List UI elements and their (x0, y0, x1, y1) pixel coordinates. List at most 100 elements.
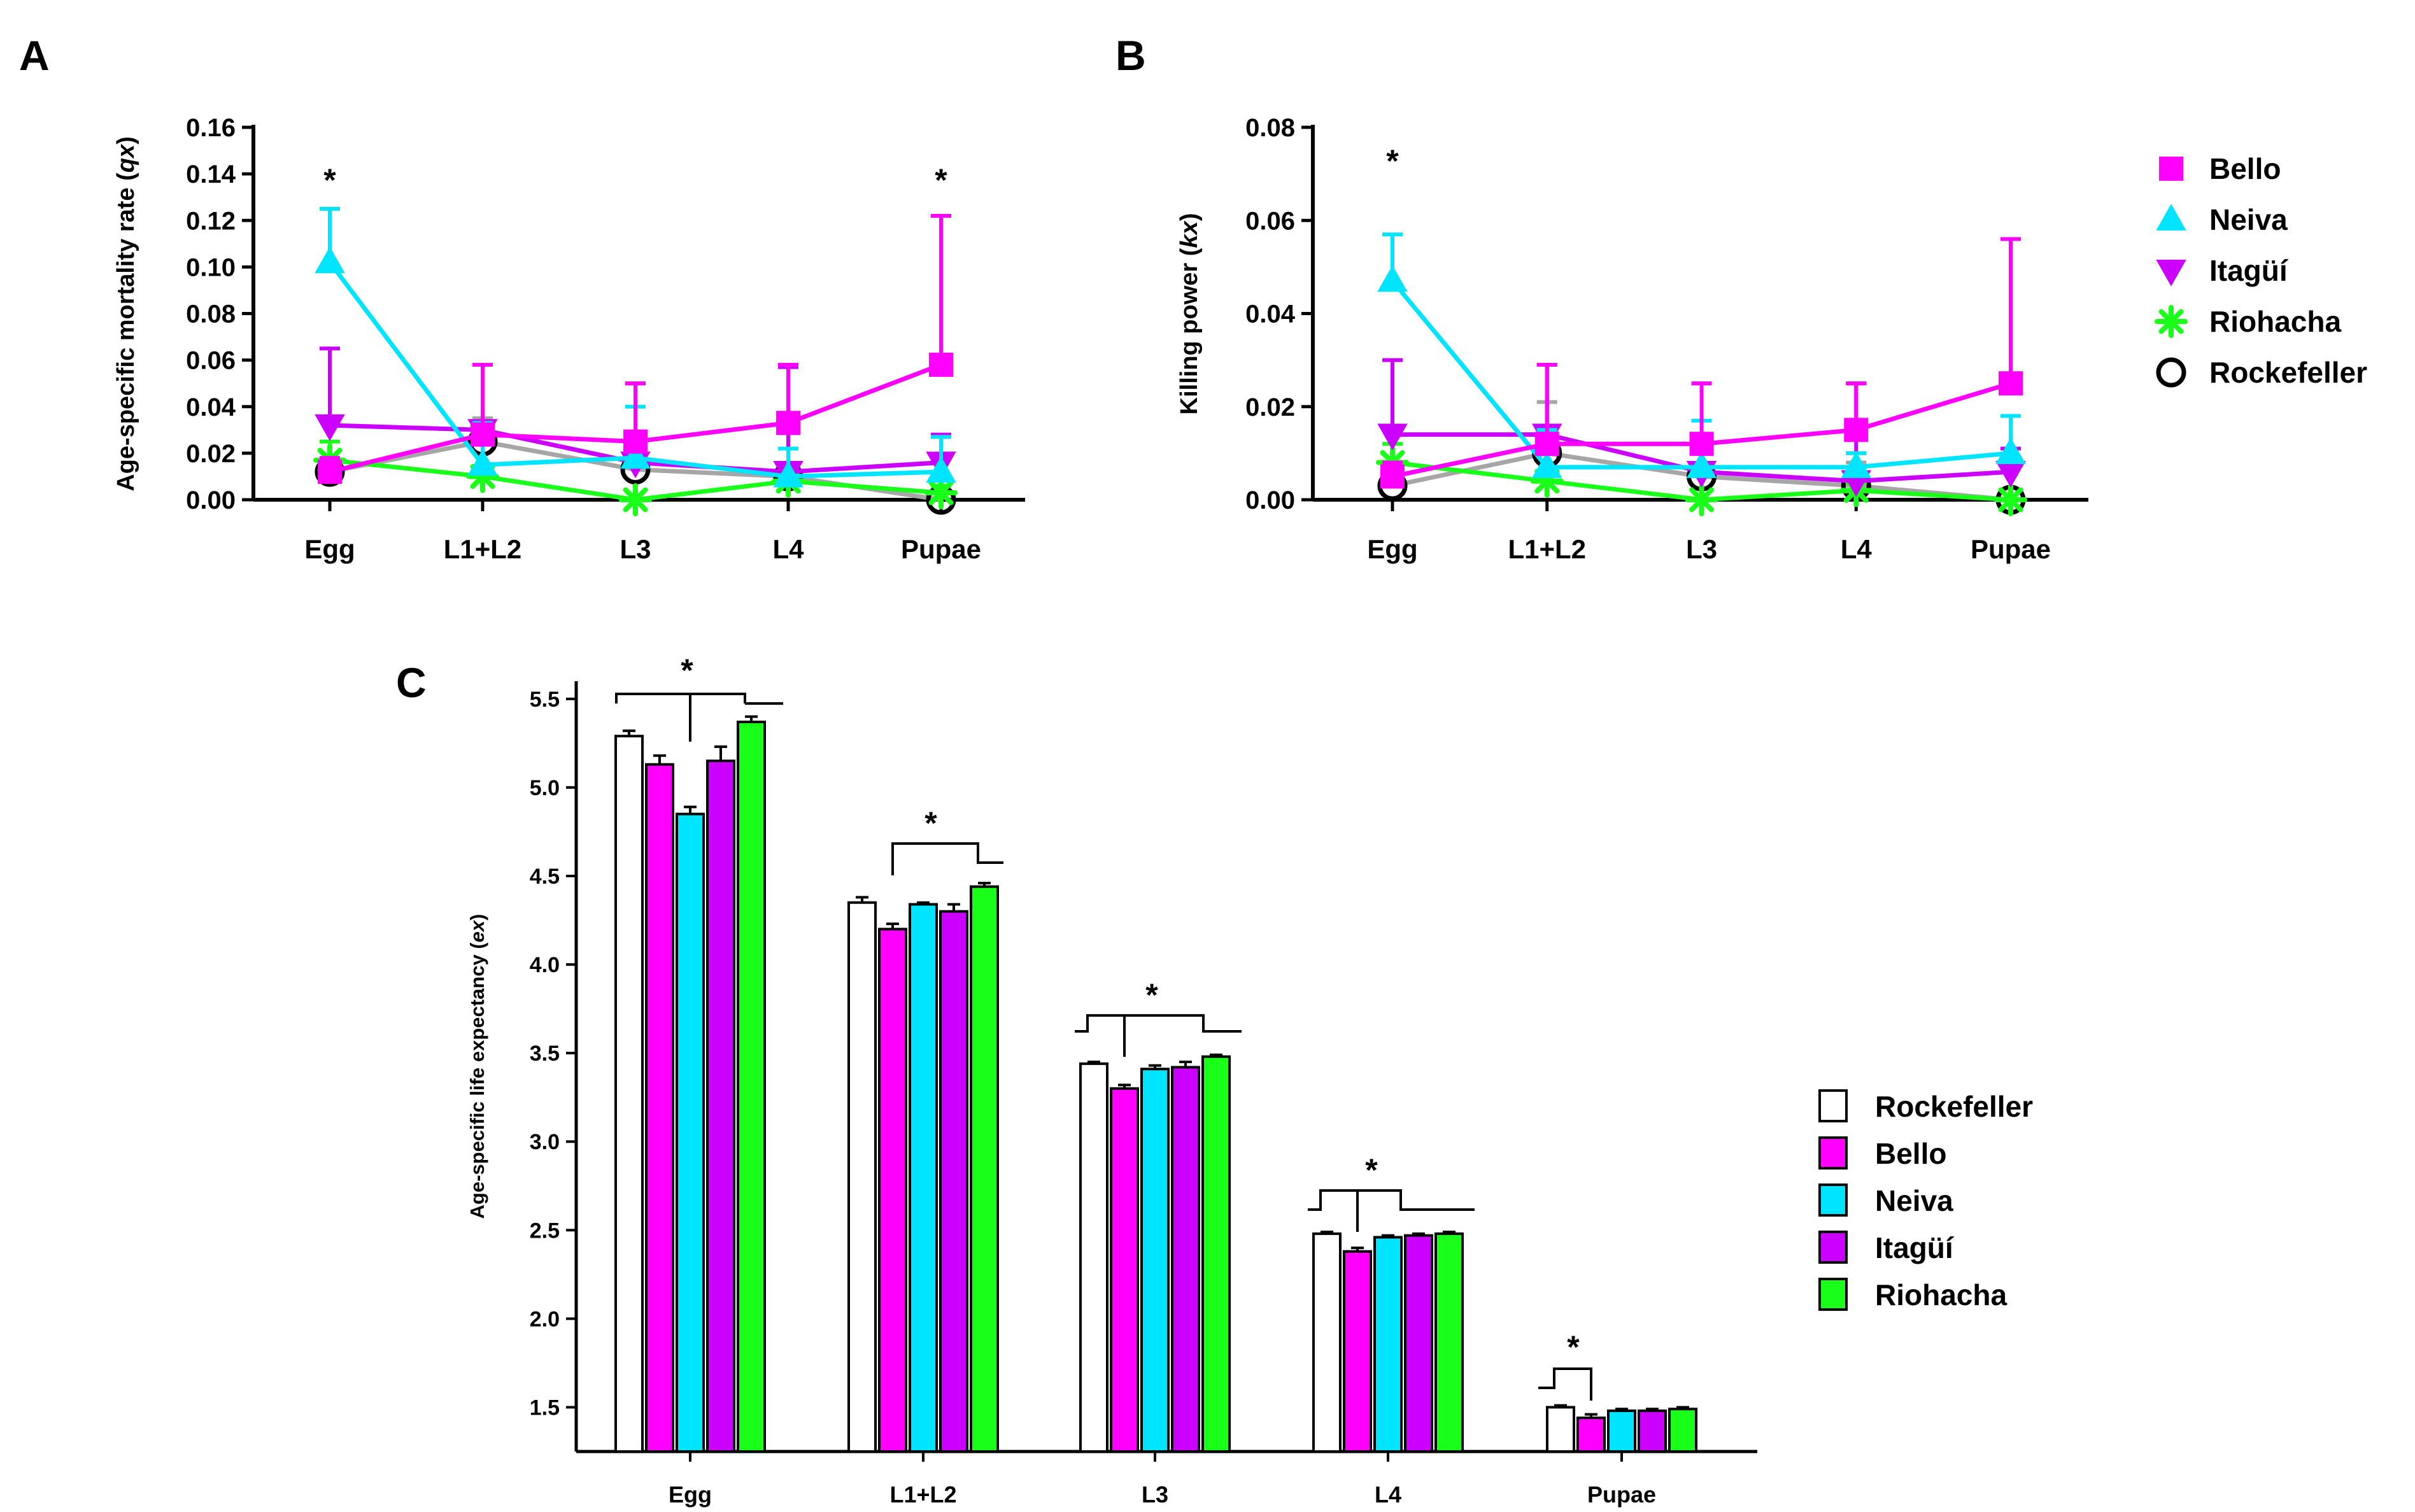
data-point (620, 442, 651, 469)
significance-bracket (891, 842, 1003, 875)
bar (614, 735, 644, 1453)
data-point (1377, 423, 1408, 451)
legend-swatch (1818, 1278, 1848, 1311)
bracket-line (891, 842, 1003, 875)
bar (1373, 1236, 1403, 1453)
data-point-arm (623, 487, 648, 512)
legend-item-neiva: Neiva (2156, 203, 2288, 236)
bar (1140, 1068, 1170, 1453)
y-tick-label: 0.16 (186, 114, 236, 142)
data-point (471, 422, 495, 447)
y-tick-label: 1.5 (530, 1395, 560, 1420)
significance-mark: * (1145, 977, 1158, 1013)
data-point (924, 476, 958, 510)
x-tick-label: L1+L2 (889, 1481, 956, 1508)
data-point (318, 460, 342, 484)
legend-swatch (1818, 1136, 1848, 1169)
data-point (1532, 451, 1562, 478)
significance-mark: * (323, 162, 336, 198)
bar (878, 928, 907, 1453)
significance-mark: * (1365, 1152, 1378, 1188)
y-tick-label: 0.00 (1245, 486, 1295, 514)
bar (1079, 1062, 1108, 1453)
series-rockefeller (614, 729, 1575, 1453)
significance-mark: * (1567, 1329, 1580, 1365)
x-tick-label: Pupae (901, 534, 981, 564)
x-tick-label: Pupae (1587, 1481, 1656, 1508)
legend-item-bello: Bello (1818, 1136, 1946, 1170)
x-tick-label: L3 (620, 534, 651, 564)
y-tick-label: 0.02 (186, 440, 236, 468)
x-tick-label: Egg (304, 534, 355, 564)
data-point-arm (1998, 487, 2023, 512)
data-point (1994, 483, 2027, 516)
panel-b: 0.00 0.02 0.04 0.06 0.08 Egg L1+L2 L3 L4 Pupae * Ki… (1176, 114, 2088, 564)
legend-marker (2155, 305, 2188, 338)
data-point (1377, 265, 1408, 292)
data-point (623, 429, 648, 454)
bar (1312, 1232, 1342, 1453)
bar (1171, 1066, 1200, 1453)
legend-top: Bello Neiva Itagüí Riohacha Rockefeller (2155, 152, 2367, 389)
legend-label: Bello (1875, 1137, 1946, 1170)
y-axis-label: Age-specific mortality rate (qx) (113, 136, 139, 491)
y-tick-label: 0.02 (1245, 393, 1295, 421)
x-tick-label: L4 (1375, 1481, 1401, 1508)
significance-mark: * (681, 653, 693, 688)
legend-item-bello: Bello (2159, 152, 2281, 185)
legend-label: Riohacha (1875, 1278, 2007, 1311)
legend-item-neiva: Neiva (1818, 1183, 1953, 1217)
significance-bracket (1538, 1367, 1592, 1401)
bar (1343, 1250, 1372, 1453)
data-point-arm (1689, 487, 1715, 512)
data-point (1841, 451, 1871, 478)
y-tick-label: 0.08 (186, 300, 236, 329)
panel-c: 1.5 2.0 2.5 3.0 3.5 4.0 4.5 5.0 5.5 Egg L1+L2 L3 L4 P… (466, 653, 1757, 1508)
legend-bottom: Rockefeller Bello Neiva Itagüí Riohacha (1818, 1089, 2033, 1311)
series-itagui (706, 745, 1667, 1453)
legend-label: Riohacha (2209, 305, 2341, 338)
legend-item-itagui: Itagüí (2156, 254, 2289, 287)
bracket-line (1308, 1189, 1475, 1211)
legend-label: Itagüí (1875, 1231, 1955, 1264)
x-tick-label: Egg (1367, 534, 1417, 564)
data-point (467, 449, 498, 476)
legend-label: Itagüí (2209, 254, 2289, 287)
x-tick-label: L1+L2 (444, 534, 522, 564)
data-point (1686, 451, 1717, 478)
x-tick-label: L3 (1142, 1481, 1168, 1508)
legend-marker (2156, 259, 2186, 286)
y-tick-label: 2.5 (530, 1219, 560, 1243)
bracket-line (1538, 1367, 1592, 1401)
y-tick-label: 0.06 (1245, 207, 1295, 235)
x-tick-label: Egg (669, 1481, 712, 1508)
x-tick-label: L1+L2 (1508, 534, 1586, 564)
legend-swatch (1818, 1231, 1848, 1264)
bracket-line (615, 693, 746, 703)
bar (1404, 1234, 1433, 1453)
y-tick-label: 0.00 (186, 486, 236, 514)
series-riohacha (737, 715, 1697, 1453)
legend-item-riohacha: Riohacha (1818, 1278, 2007, 1311)
y-tick-label: 4.0 (530, 953, 560, 977)
data-point (1844, 418, 1869, 442)
bar (909, 903, 938, 1453)
y-tick-label: 0.08 (1245, 114, 1295, 142)
legend-swatch (1818, 1089, 1848, 1122)
series-bello (318, 213, 953, 484)
panel-label-c: C (396, 659, 427, 706)
y-tick-label: 0.14 (186, 160, 236, 188)
bar (847, 901, 877, 1453)
y-tick-label: 2.0 (530, 1307, 560, 1331)
significance-bracket (1308, 1189, 1475, 1232)
bar (676, 812, 705, 1453)
bar (1576, 1417, 1606, 1453)
legend-item-rockefeller: Rockefeller (2156, 356, 2367, 389)
legend-label: Rockefeller (2209, 356, 2367, 389)
data-point (1534, 432, 1559, 456)
data-point (315, 414, 345, 441)
series-bello (645, 754, 1606, 1453)
data-point-arm (928, 480, 954, 505)
legend-marker (2156, 204, 2186, 231)
bar (1668, 1408, 1697, 1453)
